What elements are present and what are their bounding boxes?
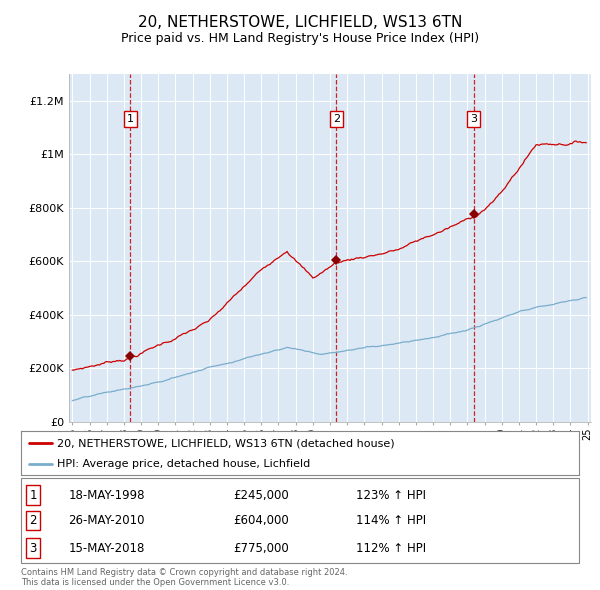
Text: 112% ↑ HPI: 112% ↑ HPI bbox=[356, 542, 426, 555]
Text: £604,000: £604,000 bbox=[233, 514, 289, 527]
Text: 1: 1 bbox=[127, 114, 134, 124]
Text: 3: 3 bbox=[29, 542, 37, 555]
Text: 114% ↑ HPI: 114% ↑ HPI bbox=[356, 514, 426, 527]
Text: 20, NETHERSTOWE, LICHFIELD, WS13 6TN: 20, NETHERSTOWE, LICHFIELD, WS13 6TN bbox=[138, 15, 462, 30]
Text: 1: 1 bbox=[29, 489, 37, 502]
Text: 20, NETHERSTOWE, LICHFIELD, WS13 6TN (detached house): 20, NETHERSTOWE, LICHFIELD, WS13 6TN (de… bbox=[57, 438, 395, 448]
Text: 15-MAY-2018: 15-MAY-2018 bbox=[68, 542, 145, 555]
Text: 2: 2 bbox=[333, 114, 340, 124]
Text: 123% ↑ HPI: 123% ↑ HPI bbox=[356, 489, 426, 502]
Text: 2: 2 bbox=[29, 514, 37, 527]
Text: 3: 3 bbox=[470, 114, 477, 124]
Text: 18-MAY-1998: 18-MAY-1998 bbox=[68, 489, 145, 502]
Text: HPI: Average price, detached house, Lichfield: HPI: Average price, detached house, Lich… bbox=[57, 459, 311, 469]
Text: £775,000: £775,000 bbox=[233, 542, 289, 555]
Text: £245,000: £245,000 bbox=[233, 489, 289, 502]
Text: Contains HM Land Registry data © Crown copyright and database right 2024.
This d: Contains HM Land Registry data © Crown c… bbox=[21, 568, 347, 587]
Text: Price paid vs. HM Land Registry's House Price Index (HPI): Price paid vs. HM Land Registry's House … bbox=[121, 32, 479, 45]
Text: 26-MAY-2010: 26-MAY-2010 bbox=[68, 514, 145, 527]
